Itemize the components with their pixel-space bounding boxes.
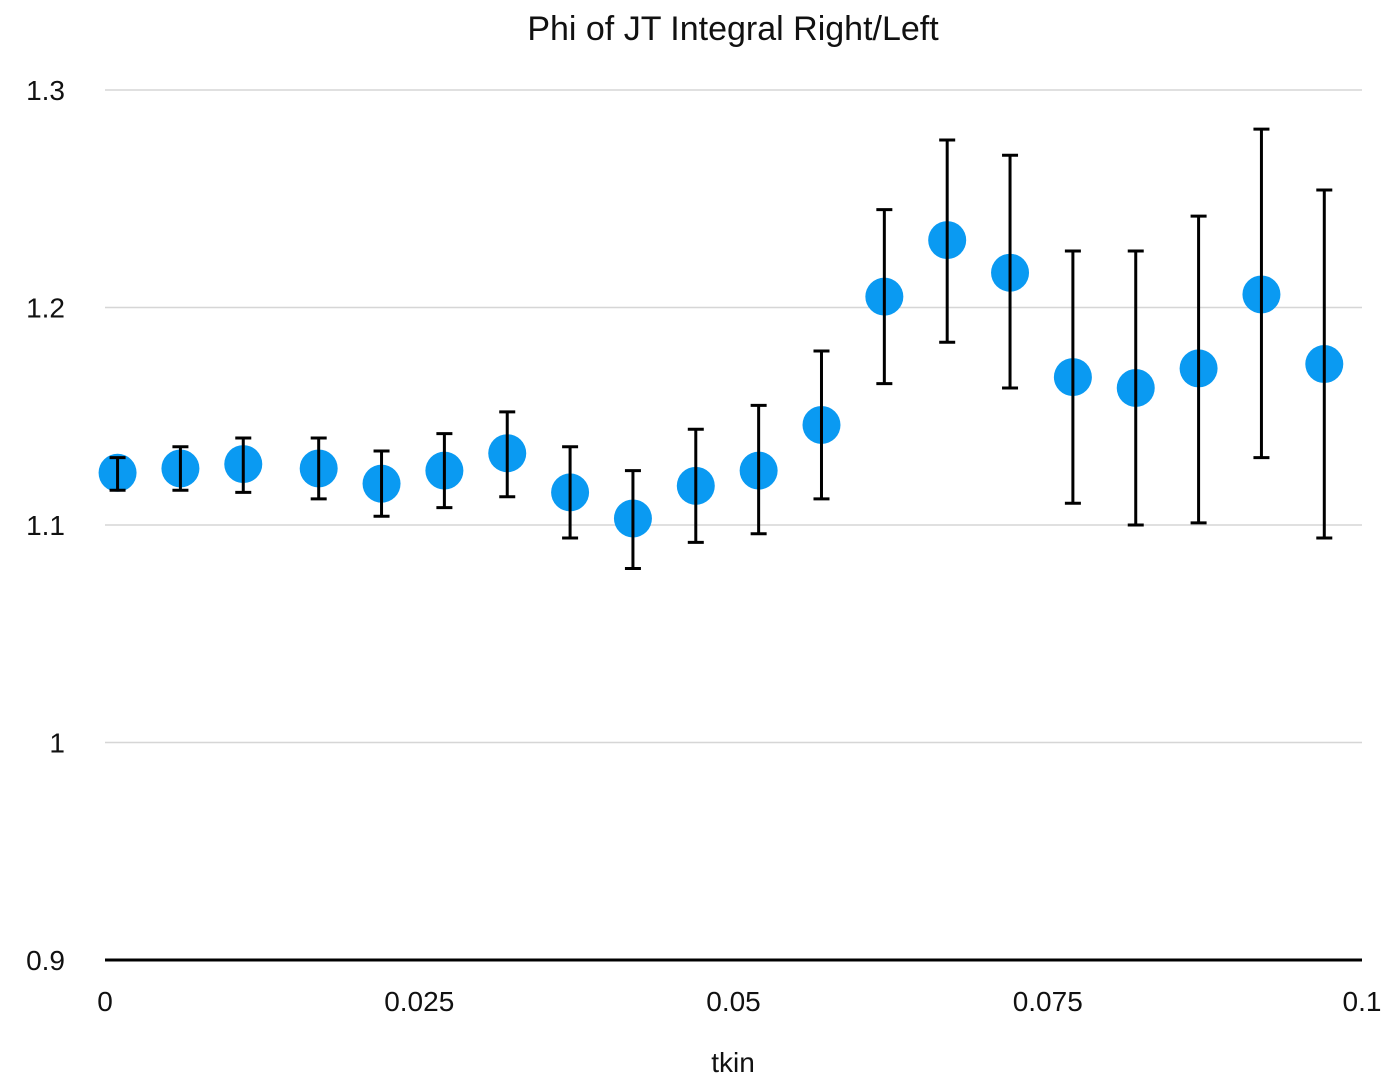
error-bar xyxy=(750,403,767,536)
error-bar xyxy=(1316,188,1333,540)
error-bar xyxy=(687,427,704,544)
error-bar xyxy=(1190,214,1207,525)
error-bar xyxy=(373,449,390,518)
x-tick-label: 0.05 xyxy=(706,986,761,1017)
error-bar xyxy=(624,469,641,570)
error-bar xyxy=(499,410,516,499)
y-tick-label: 0.9 xyxy=(26,945,65,976)
error-bar xyxy=(939,138,956,344)
x-tick-label: 0.025 xyxy=(384,986,454,1017)
error-bars xyxy=(109,127,1333,570)
error-bar xyxy=(310,436,327,501)
error-bar xyxy=(1127,249,1144,527)
y-tick-label: 1.3 xyxy=(26,75,65,106)
error-bar xyxy=(172,445,189,492)
y-tick-label: 1.2 xyxy=(26,293,65,324)
error-bar xyxy=(1002,153,1019,390)
x-tick-label: 0 xyxy=(97,986,113,1017)
error-bar xyxy=(109,456,126,492)
x-tick-label: 0.075 xyxy=(1013,986,1083,1017)
error-bar xyxy=(1253,127,1270,460)
y-tick-label: 1 xyxy=(49,728,65,759)
error-bar xyxy=(813,349,830,501)
x-axis-label: tkin xyxy=(711,1047,755,1078)
data-points xyxy=(98,221,1344,538)
y-tick-label: 1.1 xyxy=(26,510,65,541)
error-bar xyxy=(235,436,252,494)
y-axis-ticks: 0.9 1 1.1 1.2 1.3 xyxy=(26,75,65,976)
x-axis-ticks: 0 0.025 0.05 0.075 0.1 xyxy=(97,986,1381,1017)
error-bar xyxy=(562,445,579,540)
x-tick-label: 0.1 xyxy=(1343,986,1382,1017)
gridlines xyxy=(105,89,1362,744)
error-bar xyxy=(876,208,893,386)
chart-title: Phi of JT Integral Right/Left xyxy=(527,10,939,48)
error-bar xyxy=(436,432,453,510)
error-bar xyxy=(1064,249,1081,505)
